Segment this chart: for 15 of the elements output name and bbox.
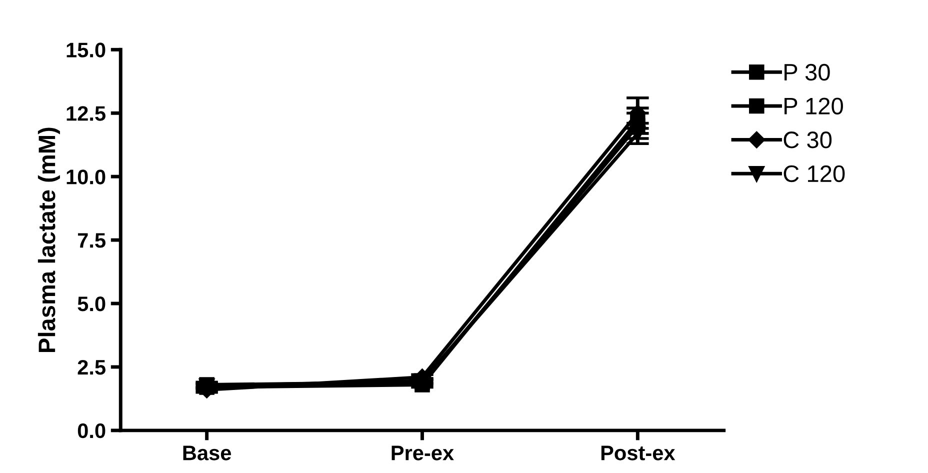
y-tick-label: 10.0 bbox=[66, 170, 106, 184]
y-tick-label: 5.0 bbox=[78, 296, 106, 312]
y-tick-label: 12.5 bbox=[66, 106, 106, 121]
x-tick-label: Post-ex bbox=[601, 446, 676, 460]
y-tick-label: 15.0 bbox=[66, 42, 106, 58]
legend-label: C 120 bbox=[784, 165, 845, 182]
legend-label: C 30 bbox=[784, 132, 832, 148]
y-tick-label: 2.5 bbox=[78, 360, 106, 375]
y-axis-title: Plasma lactate (mM) bbox=[38, 128, 60, 352]
y-tick-label: 7.5 bbox=[78, 233, 106, 248]
legend-label: P 30 bbox=[784, 64, 830, 81]
y-tick-label: 0.0 bbox=[78, 423, 106, 438]
legend-label: P 120 bbox=[784, 98, 843, 114]
x-tick-label: Pre-ex bbox=[392, 446, 454, 460]
x-tick-label: Base bbox=[183, 446, 232, 460]
